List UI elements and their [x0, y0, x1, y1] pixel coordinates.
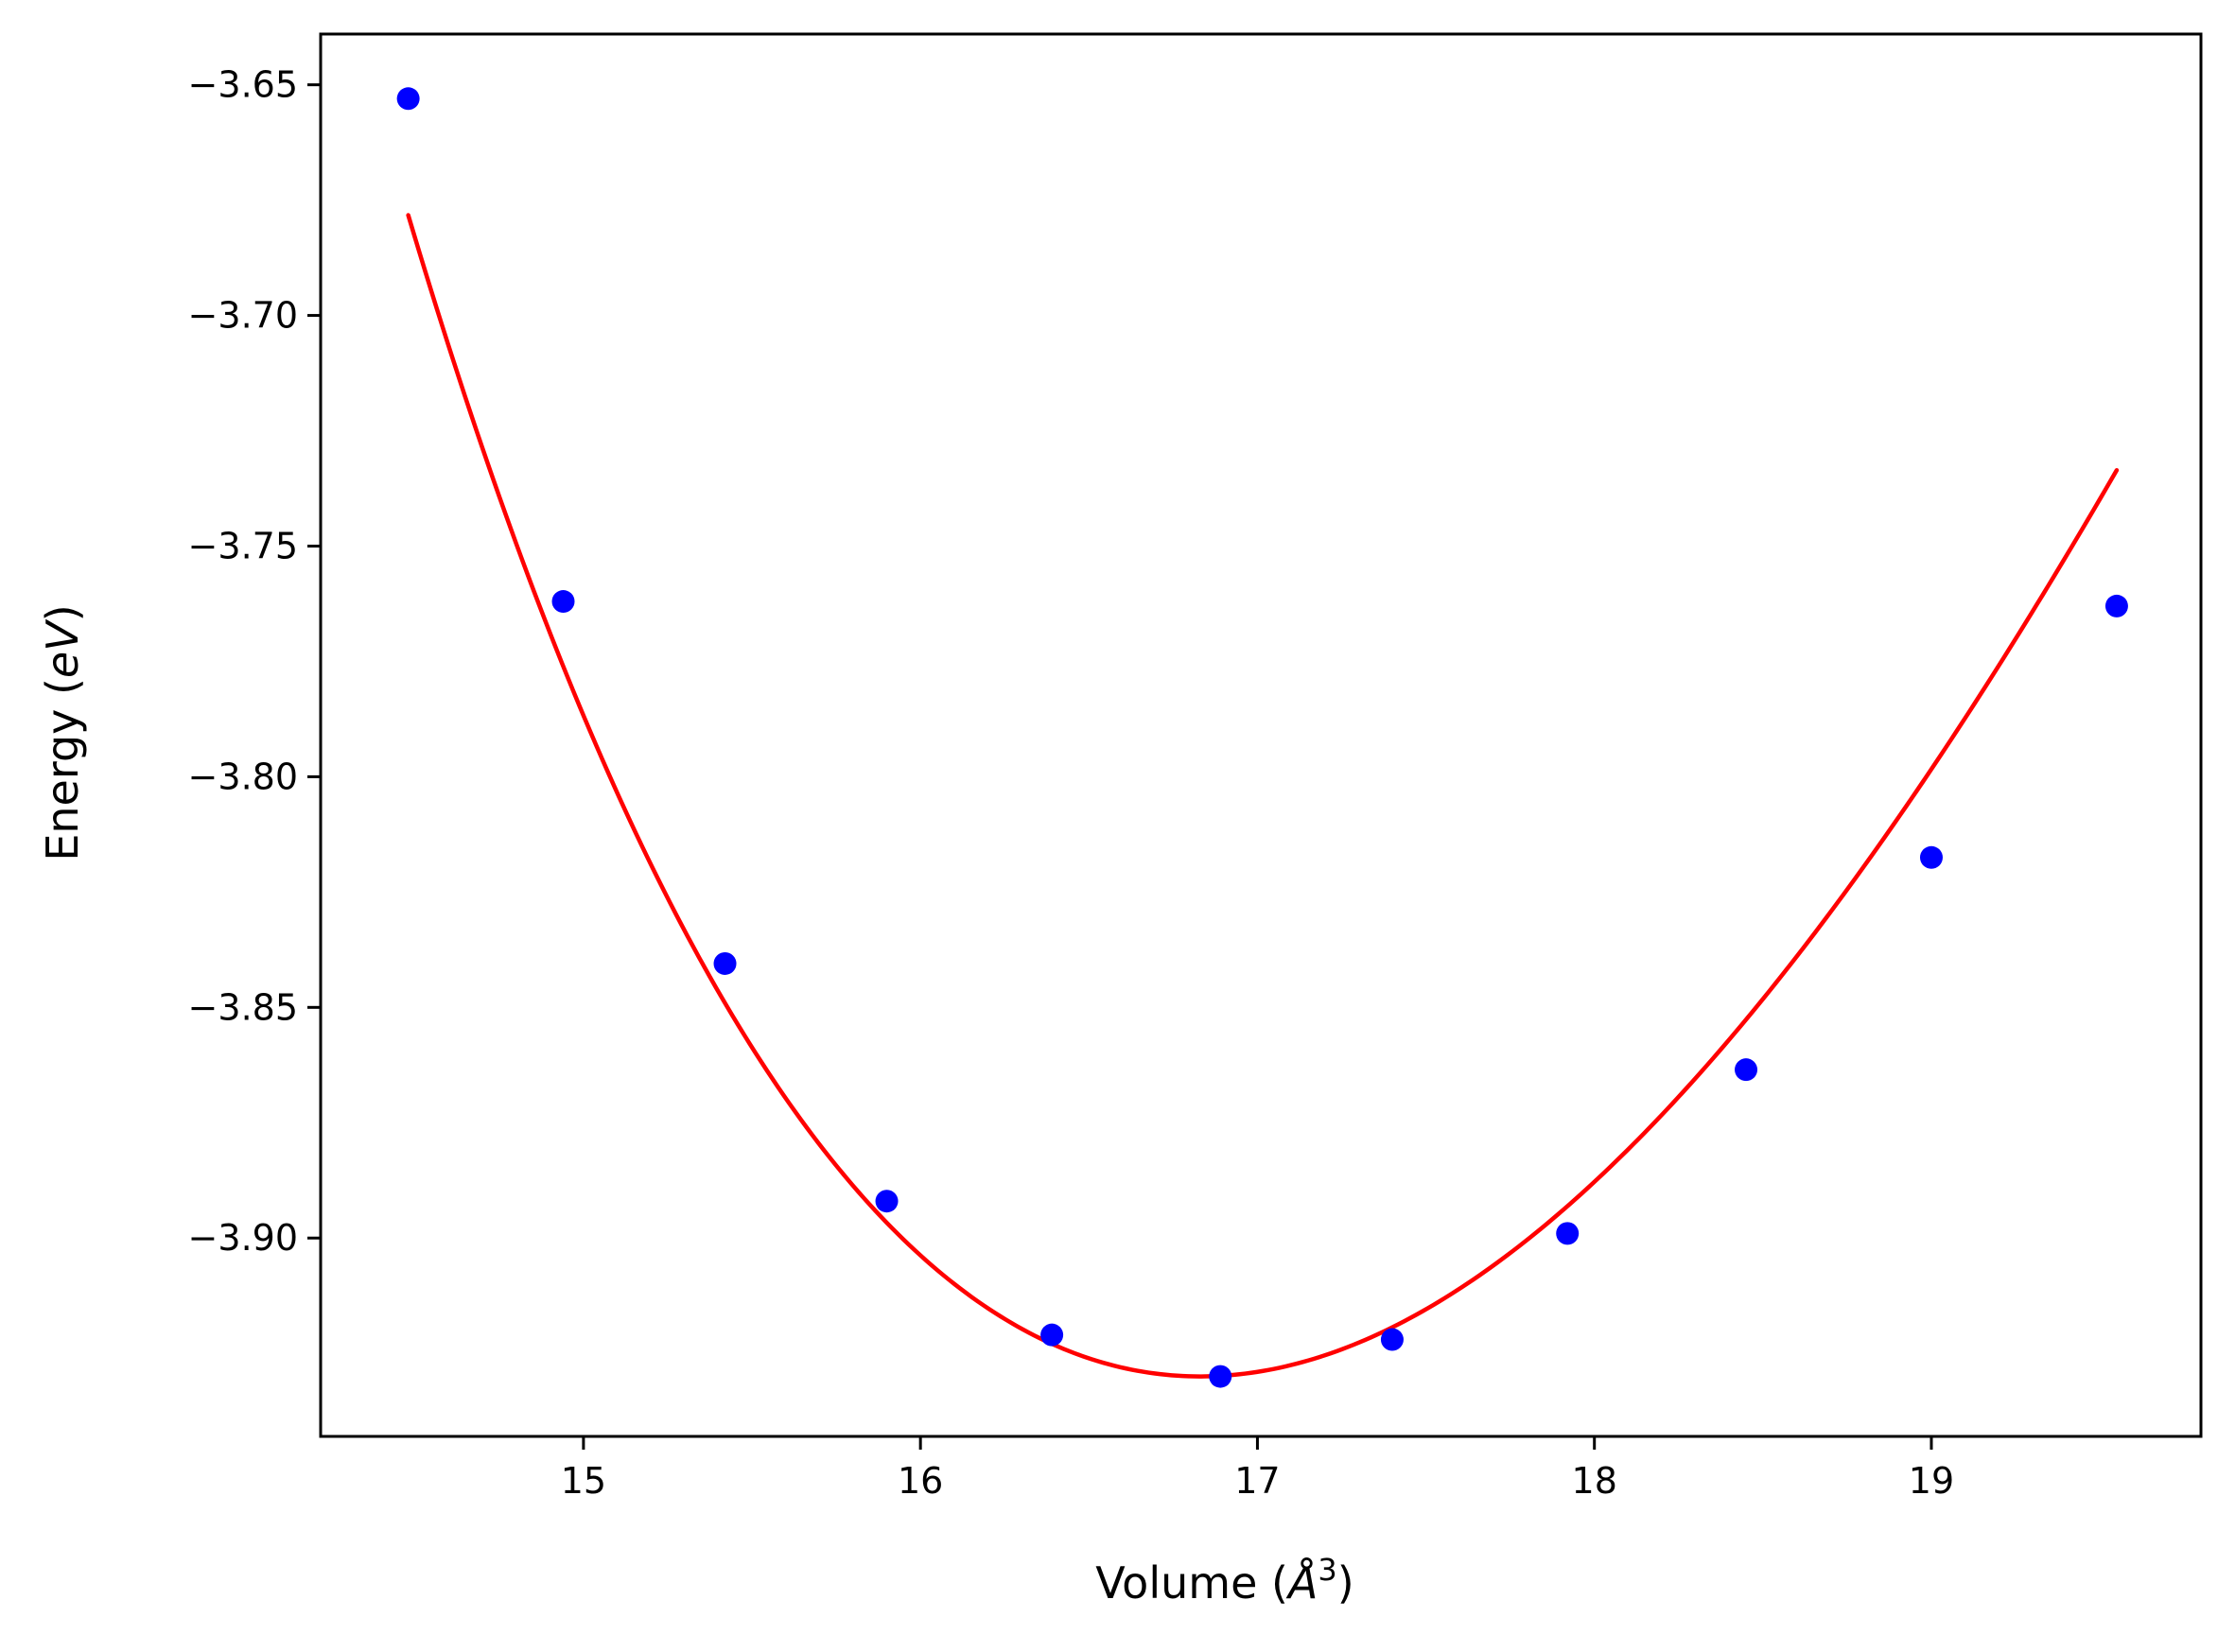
x-tick-label: 16: [898, 1460, 943, 1502]
data-point: [1919, 845, 1943, 869]
y-axis-title-unit: eV: [37, 618, 88, 678]
y-tick-label: −3.75: [188, 525, 298, 566]
y-tick-label: −3.85: [188, 986, 298, 1028]
y-tick-label: −3.80: [188, 756, 298, 797]
x-tick-label: 18: [1572, 1460, 1617, 1502]
y-tick-label: −3.90: [188, 1217, 298, 1259]
y-axis-title-prefix: Energy (: [37, 678, 88, 861]
x-axis-title-superscript: 3: [1318, 1552, 1336, 1588]
x-axis-title-suffix: ): [1337, 1557, 1354, 1609]
x-axis-title-symbol: Å: [1285, 1557, 1318, 1609]
x-axis-title: Volume (Å3): [1095, 1552, 1353, 1609]
data-point: [2104, 594, 2128, 617]
fit-curve-line: [406, 213, 2120, 1379]
data-points-layer: [396, 87, 2128, 1388]
y-tick-label: −3.70: [188, 295, 298, 337]
data-point: [713, 951, 737, 975]
x-axis-title-prefix: Volume (: [1095, 1557, 1288, 1609]
data-point: [1735, 1058, 1758, 1082]
data-point: [1556, 1222, 1580, 1245]
y-axis-title-suffix: ): [37, 604, 88, 621]
plot-frame: [319, 32, 2203, 1438]
x-tick-label: 15: [561, 1460, 606, 1502]
data-point: [551, 590, 575, 614]
data-point: [396, 87, 420, 111]
fit-curve-layer: [406, 213, 2120, 1379]
y-ticks: −3.65 −3.70 −3.75 −3.80 −3.85 −3.90: [188, 64, 321, 1259]
data-point: [1209, 1365, 1232, 1388]
x-ticks: 15 16 17 18 19: [561, 1436, 1954, 1502]
data-point: [1040, 1323, 1064, 1347]
data-point: [875, 1190, 899, 1213]
y-tick-label: −3.65: [188, 64, 298, 106]
data-point: [1380, 1328, 1404, 1351]
y-axis-title: Energy (eV): [37, 604, 88, 861]
x-tick-label: 17: [1234, 1460, 1280, 1502]
x-tick-label: 19: [1909, 1460, 1954, 1502]
